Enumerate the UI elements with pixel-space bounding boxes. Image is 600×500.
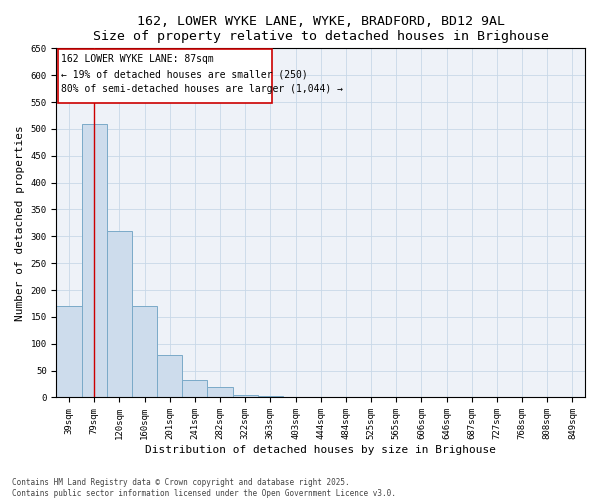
X-axis label: Distribution of detached houses by size in Brighouse: Distribution of detached houses by size …: [145, 445, 496, 455]
Y-axis label: Number of detached properties: Number of detached properties: [15, 125, 25, 321]
Bar: [208, 386, 233, 398]
Bar: [107, 231, 132, 398]
Text: Contains HM Land Registry data © Crown copyright and database right 2025.
Contai: Contains HM Land Registry data © Crown c…: [12, 478, 396, 498]
FancyBboxPatch shape: [58, 50, 272, 103]
Bar: [82, 124, 107, 398]
Bar: [157, 354, 182, 398]
Text: 80% of semi-detached houses are larger (1,044) →: 80% of semi-detached houses are larger (…: [61, 84, 343, 94]
Bar: [233, 395, 258, 398]
Text: ← 19% of detached houses are smaller (250): ← 19% of detached houses are smaller (25…: [61, 70, 308, 80]
Bar: [56, 306, 82, 398]
Bar: [182, 380, 208, 398]
Title: 162, LOWER WYKE LANE, WYKE, BRADFORD, BD12 9AL
Size of property relative to deta: 162, LOWER WYKE LANE, WYKE, BRADFORD, BD…: [93, 15, 549, 43]
Bar: [283, 397, 308, 398]
Text: 162 LOWER WYKE LANE: 87sqm: 162 LOWER WYKE LANE: 87sqm: [61, 54, 214, 64]
Bar: [258, 396, 283, 398]
Bar: [308, 397, 333, 398]
Bar: [132, 306, 157, 398]
